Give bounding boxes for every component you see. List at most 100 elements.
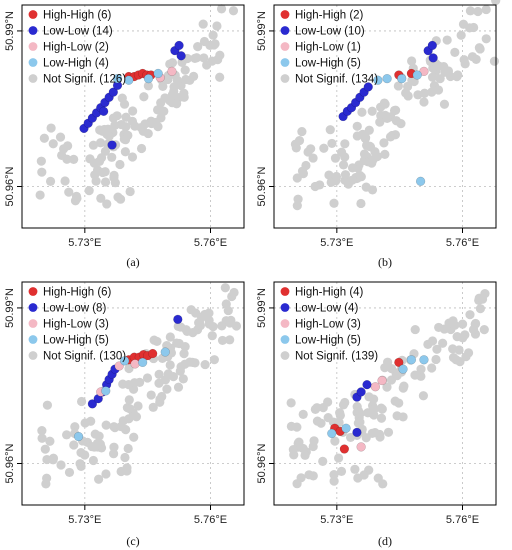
panel-3: 5.73°E 5.76°E 50.96°N 50.99°N High-High (6) L… — [4, 281, 245, 548]
series-low_low — [352, 380, 372, 438]
point-not-signif — [147, 118, 157, 129]
point-not-signif — [101, 469, 111, 479]
point-low-high — [112, 73, 123, 84]
point-not-signif — [200, 359, 210, 370]
plot-frame — [21, 281, 245, 506]
point-not-signif — [353, 473, 363, 483]
point-not-signif — [312, 416, 323, 426]
point-not-signif — [80, 418, 90, 428]
point-low-low — [362, 380, 372, 390]
point-not-signif — [382, 113, 392, 123]
point-not-signif — [172, 99, 182, 109]
point-not-signif — [318, 456, 328, 467]
legend-marker — [28, 351, 38, 360]
point-not-signif — [123, 443, 133, 454]
point-not-signif — [312, 403, 322, 413]
legend-label: Low-Low (10) — [295, 26, 365, 38]
point-not-signif — [154, 369, 164, 379]
legend-label: High-High (2) — [295, 10, 364, 22]
point-not-signif — [298, 409, 308, 420]
y-tick-label: 50.99°N — [4, 11, 16, 51]
point-not-signif — [286, 421, 296, 431]
point-not-signif — [308, 153, 318, 163]
point-not-signif — [439, 99, 450, 109]
legend-label: Low-High (5) — [295, 58, 361, 70]
point-not-signif — [410, 324, 420, 335]
point-not-signif — [331, 171, 342, 182]
series-low_high — [112, 68, 163, 85]
panel-caption: (a) — [126, 255, 139, 269]
point-not-signif — [327, 138, 337, 149]
point-not-signif — [200, 309, 210, 320]
point-not-signif — [76, 448, 86, 458]
point-not-signif — [96, 153, 107, 163]
point-not-signif — [75, 459, 85, 469]
legend-marker — [28, 303, 38, 312]
point-not-signif — [442, 35, 452, 45]
point-not-signif — [458, 333, 468, 343]
legend-label: High-Low (2) — [43, 42, 109, 54]
point-low-high — [412, 70, 422, 80]
legend-label: Low-High (5) — [295, 335, 361, 347]
point-not-signif — [225, 318, 235, 328]
point-not-signif — [379, 98, 390, 108]
point-low-low — [356, 387, 366, 397]
point-not-signif — [37, 167, 47, 177]
point-not-signif — [292, 173, 302, 183]
point-not-signif — [326, 177, 336, 187]
point-low-low — [99, 106, 109, 116]
point-high-low — [167, 66, 177, 77]
plot-frame — [273, 4, 497, 229]
point-not-signif — [138, 126, 148, 136]
point-not-signif — [162, 384, 172, 394]
legend-label: Low-High (4) — [43, 58, 109, 70]
point-not-signif — [319, 143, 329, 153]
point-not-signif — [396, 119, 406, 129]
x-tick-label: 5.76°E — [194, 514, 227, 526]
point-not-signif — [165, 360, 175, 370]
point-not-signif — [373, 473, 383, 483]
legend-marker — [28, 42, 38, 51]
point-not-signif — [369, 410, 379, 420]
legend: High-High (6) Low-Low (14) High-Low (2) Low… — [28, 10, 126, 86]
point-not-signif — [432, 344, 442, 354]
series-low_high — [373, 70, 426, 186]
point-not-signif — [136, 143, 147, 154]
point-not-signif — [340, 139, 350, 149]
legend-label: High-High (6) — [43, 10, 112, 22]
legend-label: Not Signif. (126) — [43, 74, 126, 86]
point-low-low — [107, 140, 117, 150]
point-not-signif — [481, 34, 491, 44]
legend-marker — [280, 319, 290, 328]
x-tick-label: 5.73°E — [68, 237, 101, 249]
point-not-signif — [418, 391, 429, 401]
series-low_high — [73, 347, 170, 442]
point-not-signif — [124, 363, 134, 374]
point-not-signif — [291, 143, 301, 153]
point-not-signif — [179, 349, 189, 359]
point-not-signif — [481, 4, 491, 15]
point-low-high — [382, 73, 392, 84]
legend-marker — [28, 10, 38, 19]
point-not-signif — [433, 85, 444, 95]
point-not-signif — [220, 283, 230, 293]
point-not-signif — [36, 156, 46, 166]
point-not-signif — [95, 125, 105, 135]
point-not-signif — [207, 56, 217, 66]
point-not-signif — [399, 381, 409, 391]
point-not-signif — [180, 65, 190, 75]
legend: High-High (6) Low-Low (8) High-Low (3) Low-… — [28, 287, 126, 363]
legend-label: Not Signif. (134) — [295, 74, 378, 86]
point-not-signif — [95, 138, 106, 148]
plot-frame — [273, 281, 497, 506]
point-not-signif — [407, 56, 417, 66]
point-not-signif — [352, 402, 362, 412]
point-not-signif — [443, 66, 454, 76]
panel-1: 5.73°E 5.76°E 50.96°N 50.99°N High-High (6) L… — [4, 4, 245, 269]
point-not-signif — [35, 190, 45, 200]
point-not-signif — [152, 105, 163, 115]
point-not-signif — [223, 305, 233, 316]
point-not-signif — [37, 433, 47, 443]
point-low-high — [73, 431, 84, 442]
point-low-high — [397, 73, 407, 84]
